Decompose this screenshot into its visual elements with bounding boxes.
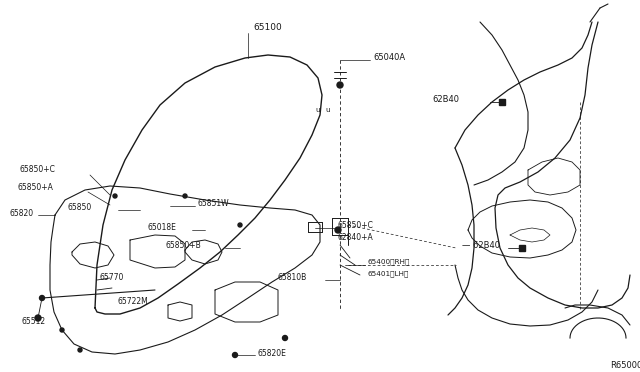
Text: u: u	[325, 107, 330, 113]
Text: 65770: 65770	[100, 273, 124, 282]
Text: — 62B40: — 62B40	[462, 241, 500, 250]
Circle shape	[337, 82, 343, 88]
Circle shape	[282, 336, 287, 340]
Text: 65850+A: 65850+A	[18, 183, 54, 192]
Text: 65851W: 65851W	[198, 199, 230, 208]
Text: R6500047: R6500047	[610, 360, 640, 369]
Text: 65040A: 65040A	[373, 54, 405, 62]
Text: 65512: 65512	[22, 317, 46, 327]
Text: 62840+A: 62840+A	[338, 234, 374, 243]
Bar	[499, 99, 505, 105]
Text: 65401〈LH〉: 65401〈LH〉	[368, 271, 410, 277]
Circle shape	[35, 315, 41, 321]
Text: 65850+B: 65850+B	[165, 241, 201, 250]
Text: 65820E: 65820E	[258, 349, 287, 357]
Text: 65018E: 65018E	[148, 224, 177, 232]
Circle shape	[183, 194, 187, 198]
Text: 65100: 65100	[253, 23, 282, 32]
Circle shape	[40, 295, 45, 301]
Bar	[519, 245, 525, 251]
Circle shape	[113, 194, 117, 198]
Circle shape	[335, 227, 341, 233]
Text: 62B40: 62B40	[432, 96, 459, 105]
Text: 65722M: 65722M	[118, 298, 148, 307]
Text: 65850+C: 65850+C	[338, 221, 374, 230]
Text: 65820: 65820	[10, 208, 34, 218]
Circle shape	[78, 348, 82, 352]
Text: 65850+C: 65850+C	[20, 166, 56, 174]
Text: 65850: 65850	[68, 203, 92, 212]
Circle shape	[60, 328, 64, 332]
Text: u: u	[315, 107, 319, 113]
Text: 65400〈RH〉: 65400〈RH〉	[368, 259, 410, 265]
Circle shape	[232, 353, 237, 357]
Circle shape	[238, 223, 242, 227]
Text: 65810B: 65810B	[278, 273, 307, 282]
